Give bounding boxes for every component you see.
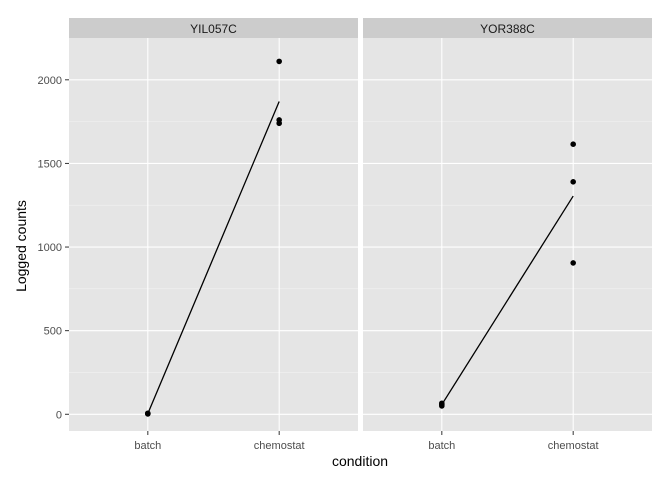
data-point: [570, 179, 576, 185]
x-tick-label: chemostat: [548, 440, 599, 452]
data-point: [570, 260, 576, 266]
trend-line: [441, 195, 574, 405]
x-axis-title: condition: [332, 453, 388, 469]
data-point: [276, 58, 282, 65]
y-tick-label: 2000: [38, 75, 62, 87]
x-tick-label: batch: [428, 440, 455, 452]
facet-panel-1: YIL057C: [69, 18, 358, 431]
data-point: [145, 410, 151, 417]
facet-strip: [363, 18, 652, 38]
panels-layer: YIL057C YOR388C: [69, 18, 652, 431]
data-point: [439, 400, 445, 407]
panel-background: [363, 38, 652, 431]
y-axis: 0 500 1000 1500 2000: [38, 75, 69, 421]
facet-strip: [69, 18, 358, 38]
y-axis-title: Logged counts: [13, 200, 29, 292]
y-tick-label: 1500: [38, 158, 62, 170]
data-point: [570, 141, 576, 147]
x-axis: batch chemostat batch chemostat: [134, 431, 599, 452]
y-tick-label: 0: [56, 409, 62, 421]
y-tick-label: 500: [44, 326, 62, 338]
facet-panel-2: YOR388C: [363, 18, 652, 431]
x-tick-label: batch: [134, 440, 161, 452]
trend-line: [147, 101, 280, 414]
panel-background: [69, 38, 358, 431]
y-tick-label: 1000: [38, 242, 62, 254]
data-point: [276, 120, 282, 127]
facet-strip-label: YIL057C: [190, 22, 237, 36]
x-tick-label: chemostat: [254, 440, 305, 452]
facet-strip-label: YOR388C: [480, 22, 535, 36]
